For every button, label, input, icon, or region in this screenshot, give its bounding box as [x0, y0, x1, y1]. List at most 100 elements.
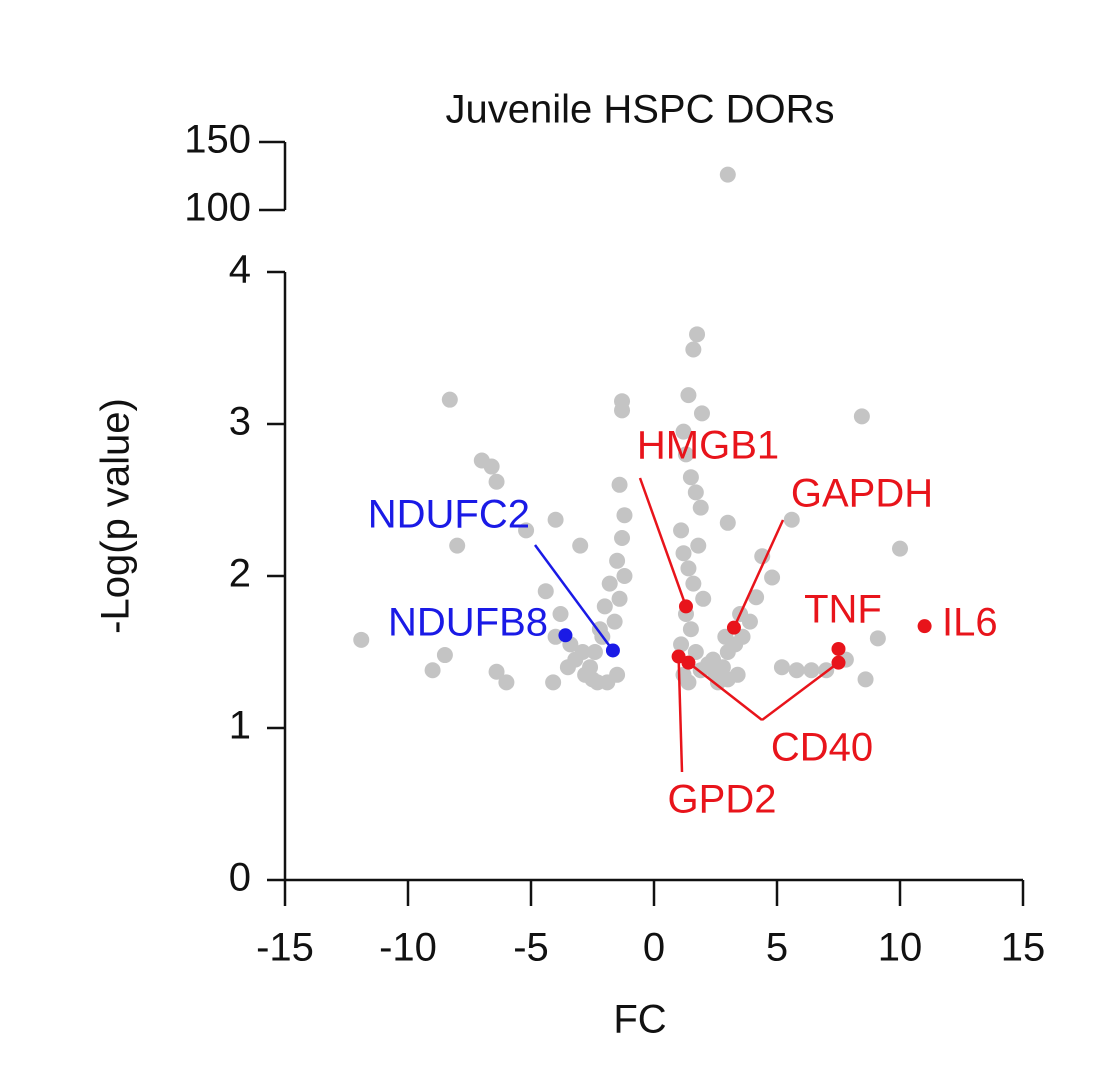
- chart-title: Juvenile HSPC DORs: [445, 88, 834, 132]
- point: [611, 590, 628, 607]
- point: [892, 540, 908, 557]
- y-tick-label: 0: [229, 856, 251, 900]
- point: [552, 606, 569, 622]
- point: [853, 408, 870, 425]
- point: [773, 659, 790, 676]
- point: [601, 575, 618, 592]
- point: [586, 644, 603, 660]
- highlight-point: [726, 620, 741, 635]
- x-tick-label: -5: [513, 926, 549, 970]
- point: [673, 522, 690, 539]
- point: [574, 644, 591, 660]
- point: [518, 522, 535, 539]
- point: [719, 514, 736, 531]
- point: [754, 548, 771, 565]
- point: [559, 659, 576, 676]
- point: [353, 631, 370, 648]
- point: [582, 659, 599, 676]
- y-tick-label: 150: [184, 118, 251, 162]
- point: [685, 341, 702, 358]
- point-label: TNF: [804, 588, 882, 632]
- leader-line: [677, 656, 684, 773]
- point: [606, 613, 623, 630]
- highlight-point: [831, 641, 846, 656]
- point: [748, 589, 765, 606]
- point-label: CD40: [771, 726, 873, 770]
- highlight-point: [678, 599, 693, 614]
- point-label: HMGB1: [637, 424, 779, 468]
- point-label: GAPDH: [791, 472, 933, 516]
- highlight-point: [558, 628, 573, 643]
- point: [705, 651, 722, 668]
- y-tick-label: 3: [229, 400, 251, 444]
- leader-line: [732, 519, 785, 629]
- point: [589, 674, 606, 691]
- point: [783, 511, 800, 528]
- highlight-point: [605, 643, 620, 658]
- point: [547, 511, 564, 528]
- point: [869, 630, 886, 647]
- point: [488, 473, 505, 490]
- point: [680, 560, 697, 577]
- point: [424, 662, 441, 679]
- point: [689, 326, 706, 343]
- point: [803, 662, 820, 679]
- highlight-point: [831, 655, 846, 670]
- point: [537, 583, 554, 600]
- point: [441, 391, 458, 408]
- point: [488, 663, 505, 680]
- point: [788, 662, 805, 679]
- point: [483, 458, 500, 475]
- x-tick-label: -15: [256, 926, 314, 970]
- point: [680, 674, 697, 691]
- x-tick-label: 15: [1001, 926, 1046, 970]
- point: [449, 537, 466, 554]
- point: [693, 405, 710, 422]
- highlight-point: [917, 619, 932, 634]
- point-label: NDUFC2: [368, 493, 530, 537]
- point: [682, 469, 699, 486]
- leader-line: [761, 661, 840, 722]
- point: [685, 575, 702, 592]
- point: [609, 552, 626, 569]
- point: [596, 598, 613, 615]
- x-axis-label: FC: [613, 998, 666, 1042]
- point: [545, 674, 562, 691]
- point: [616, 568, 633, 584]
- leader-line: [638, 477, 688, 607]
- point: [687, 644, 704, 660]
- point: [675, 545, 692, 562]
- point: [436, 647, 453, 664]
- y-tick-label: 4: [229, 248, 251, 292]
- leader-line: [687, 661, 763, 721]
- point: [616, 507, 633, 524]
- point-label: GPD2: [668, 778, 777, 822]
- point: [695, 590, 712, 607]
- y-tick-label: 2: [229, 552, 251, 596]
- y-axis-label: -Log(p value): [94, 398, 138, 634]
- x-tick-label: -10: [379, 926, 437, 970]
- point: [614, 530, 631, 546]
- point: [498, 674, 515, 691]
- leader-line: [533, 544, 614, 652]
- point: [682, 621, 699, 638]
- point-label: IL6: [942, 601, 998, 645]
- x-tick-label: 5: [766, 926, 788, 970]
- point: [614, 402, 631, 419]
- point: [690, 537, 707, 554]
- point: [692, 499, 709, 516]
- x-tick-label: 0: [643, 926, 665, 970]
- point: [764, 569, 781, 586]
- point: [611, 476, 628, 493]
- point: [572, 537, 589, 554]
- point: [857, 671, 874, 688]
- highlight-point: [671, 649, 686, 664]
- point: [677, 446, 694, 463]
- x-tick-label: 10: [878, 926, 923, 970]
- y-tick-label: 100: [184, 186, 251, 230]
- point: [729, 666, 746, 683]
- y-tick-label: 1: [229, 704, 251, 748]
- point: [675, 423, 692, 440]
- point: [673, 636, 690, 653]
